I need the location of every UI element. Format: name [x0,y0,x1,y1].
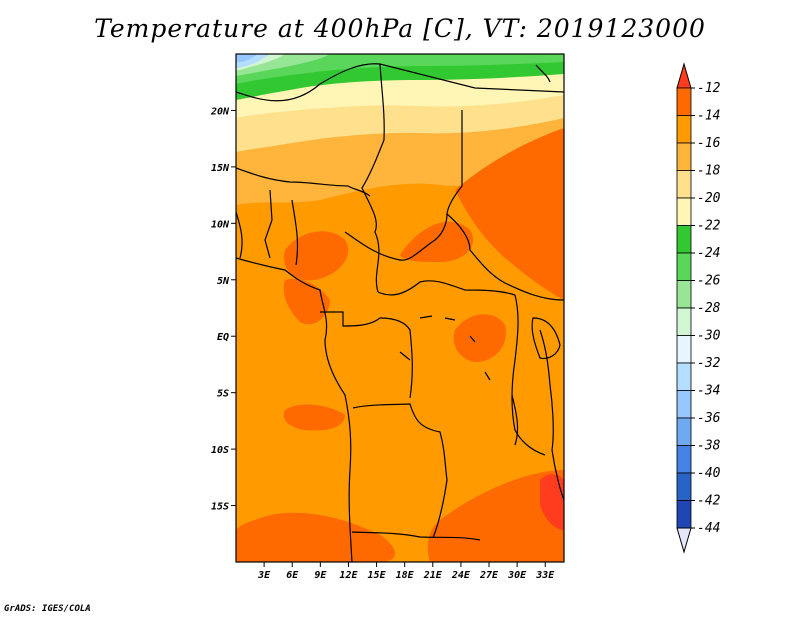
y-tick-label: 10N [211,219,230,230]
colorbar-label: -28 [697,301,721,316]
y-tick-label: 5S [217,389,229,400]
grads-credit: GrADS: IGES/COLA [4,604,91,614]
colorbar-segment [676,197,692,226]
colorbar-label: -44 [697,521,720,536]
y-tick-label: 10S [211,445,229,456]
map-panel [236,54,564,562]
x-tick-label: 6E [286,570,299,581]
colorbar-label: -20 [697,191,721,206]
colorbar-label: -16 [697,136,721,151]
y-tick-label: EQ [217,332,229,343]
x-tick-label: 15E [368,570,387,581]
colorbar-bottom-arrow [676,527,692,554]
colorbar-label: -32 [697,356,721,371]
colorbar-segment [676,472,692,501]
colorbar-segment [676,115,692,144]
y-tick-label: 20N [210,106,230,117]
colorbar: -12 -14 -16 -18 -20 -22 -24 -26 -28 -30 -32 -34 -36 -… [676,62,721,554]
colorbar-segment [676,445,692,474]
colorbar-label: -40 [697,466,721,481]
coastlines-and-borders [236,63,564,562]
x-tick-label: 9E [314,570,327,581]
x-axis-ticks: 3E 6E 9E 12E 15E 18E 21E 24E 27E 30E 33E [257,562,555,581]
x-tick-label: 21E [423,570,443,581]
colorbar-segment [676,390,692,419]
y-tick-label: 15S [211,502,229,513]
colorbar-segment [676,335,692,364]
warm-patch-south-2 [427,470,564,562]
warm-patch-east-sudan [455,128,564,300]
colorbar-segment [676,142,692,171]
colorbar-label: -26 [697,274,721,289]
colorbar-label: -34 [697,384,720,399]
colorbar-segment [676,170,692,199]
band-minus-34 [236,54,258,62]
band-minus-24 [236,54,564,84]
colorbar-label: -12 [697,81,721,96]
country-patch [545,482,555,497]
warm-patch-south-3 [283,404,345,431]
colorbar-label: -14 [697,109,720,124]
y-tick-label: 15N [211,163,230,174]
colorbar-label: -18 [697,164,721,179]
colorbar-segment [676,307,692,336]
x-tick-label: 12E [339,570,358,581]
colorbar-segment [676,500,692,529]
colorbar-label: -22 [697,219,721,234]
colorbar-segment [676,417,692,446]
warm-patch-nigeria [284,231,349,281]
map-frame [235,53,565,563]
x-tick-label: 27E [479,570,499,581]
x-tick-label: 30E [507,570,527,581]
colorbar-segment [676,252,692,281]
x-tick-label: 24E [451,570,471,581]
colorbar-segment [676,87,692,116]
x-tick-label: 18E [396,570,415,581]
warm-patch-south-1 [236,512,395,562]
x-tick-label: 33E [535,570,555,581]
x-tick-label: 3E [257,570,271,581]
colorbar-top-arrow [676,62,692,89]
colorbar-segment [676,362,692,391]
colorbar-label: -36 [697,411,721,426]
colorbar-label: -42 [697,494,721,509]
colorbar-label: -30 [697,329,721,344]
y-tick-label: 5N [217,276,230,287]
colorbar-segment [676,280,692,309]
map-title: Temperature at 400hPa [C], VT: 201912300… [94,14,706,43]
colorbar-segment [676,225,692,254]
colorbar-label: -38 [697,439,721,454]
y-axis-ticks: 20N 15N 10N 5N EQ 5S 10S 15S [210,106,236,513]
warm-patch-congo [453,314,506,362]
colorbar-label: -24 [697,246,720,261]
